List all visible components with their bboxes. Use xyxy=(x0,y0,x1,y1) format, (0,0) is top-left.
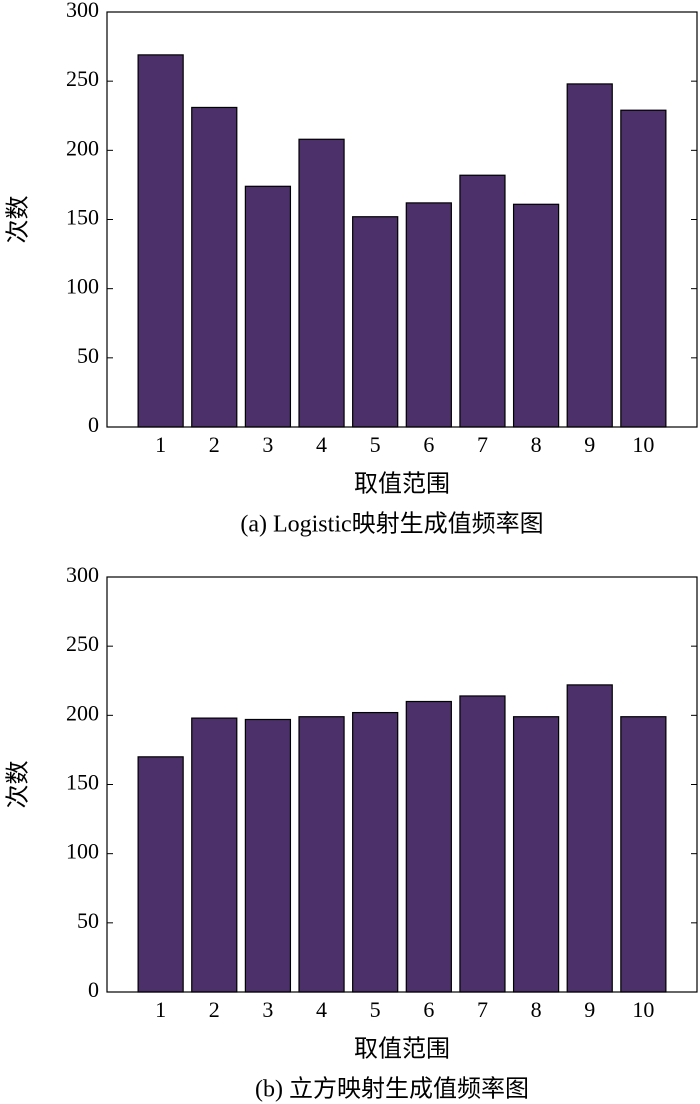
x-tick-label: 10 xyxy=(632,997,654,1022)
bar xyxy=(620,109,667,428)
y-tick-label: 200 xyxy=(66,135,99,160)
y-tick-label: 0 xyxy=(88,412,99,437)
bar xyxy=(512,716,560,993)
bar xyxy=(191,106,238,428)
x-tick-label: 4 xyxy=(316,432,327,457)
y-tick-label: 150 xyxy=(66,770,99,795)
x-tick-label: 8 xyxy=(531,432,542,457)
bar xyxy=(298,138,345,428)
x-tick-label: 7 xyxy=(477,432,488,457)
x-tick-label: 3 xyxy=(262,997,273,1022)
bar xyxy=(244,718,292,993)
y-tick-label: 100 xyxy=(66,274,99,299)
y-tick-label: 150 xyxy=(66,205,99,230)
bar xyxy=(459,174,506,428)
bar xyxy=(137,756,184,993)
x-tick-label: 1 xyxy=(155,432,166,457)
x-tick-label: 4 xyxy=(316,997,327,1022)
x-tick-label: 5 xyxy=(370,997,381,1022)
bar xyxy=(405,202,452,428)
bar xyxy=(298,716,345,993)
y-tick-label: 0 xyxy=(88,977,99,1002)
x-axis-label: 取值范围 xyxy=(354,471,450,498)
bar xyxy=(405,700,452,993)
y-tick-label: 250 xyxy=(66,66,99,91)
x-tick-label: 6 xyxy=(423,432,434,457)
y-tick-label: 100 xyxy=(66,839,99,864)
x-tick-label: 8 xyxy=(531,997,542,1022)
y-tick-label: 300 xyxy=(66,0,99,22)
chart-title: (b) 立方映射生成值频率图 xyxy=(255,1076,529,1103)
x-tick-label: 2 xyxy=(209,432,220,457)
bar xyxy=(566,83,613,428)
y-tick-label: 50 xyxy=(77,343,99,368)
y-axis-label: 次数 xyxy=(5,196,32,244)
y-tick-label: 50 xyxy=(77,908,99,933)
x-tick-label: 5 xyxy=(370,432,381,457)
x-tick-label: 9 xyxy=(584,432,595,457)
y-tick-label: 200 xyxy=(66,700,99,725)
x-tick-label: 3 xyxy=(262,432,273,457)
bar xyxy=(352,216,399,428)
bar xyxy=(137,54,184,428)
bar xyxy=(352,711,399,993)
x-tick-label: 10 xyxy=(632,432,654,457)
x-tick-label: 2 xyxy=(209,997,220,1022)
bar xyxy=(459,695,506,993)
bar xyxy=(191,717,238,993)
y-tick-label: 300 xyxy=(66,562,99,587)
x-tick-label: 9 xyxy=(584,997,595,1022)
y-axis-label: 次数 xyxy=(5,761,32,809)
bar xyxy=(566,684,613,993)
x-tick-label: 1 xyxy=(155,997,166,1022)
x-axis-label: 取值范围 xyxy=(354,1036,450,1063)
x-tick-label: 7 xyxy=(477,997,488,1022)
bar xyxy=(512,203,560,428)
y-tick-label: 250 xyxy=(66,631,99,656)
chart-title: (a) Logistic映射生成值频率图 xyxy=(240,511,543,538)
x-tick-label: 6 xyxy=(423,997,434,1022)
bar xyxy=(244,185,292,428)
bar xyxy=(620,716,667,993)
